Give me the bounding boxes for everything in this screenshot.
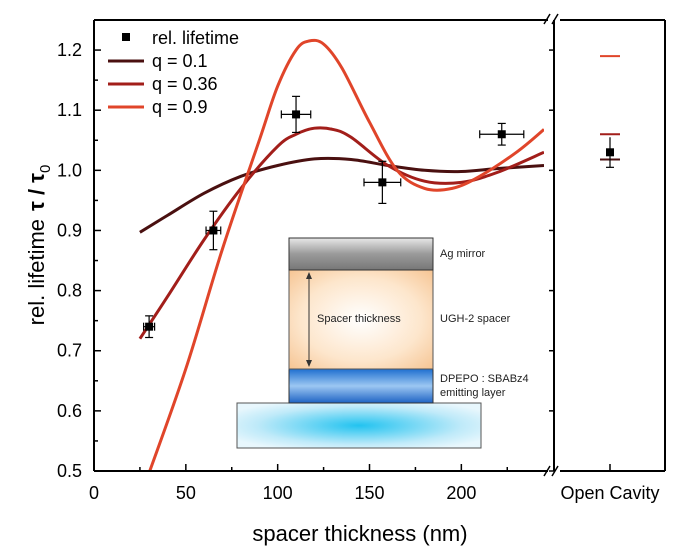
y-axis-title: rel. lifetime τ / τ0 (24, 165, 54, 326)
device-schematic-inset: Spacer thickness Ag mirror UGH-2 spacer … (236, 237, 529, 449)
y-tick-label-5: 1.0 (57, 160, 82, 180)
y-axis-title-tau: τ / τ (24, 173, 49, 211)
axis-ticks: 0 50 100 150 200 0.5 0.6 0.7 0.8 0.9 1.0 1.1 1.2 (57, 40, 611, 503)
inset-emit-label-1: DPEPO : SBABz4 (440, 373, 529, 385)
inset-emit-label-2: emitting layer (440, 387, 506, 399)
thickness-arrow-head-bottom (306, 360, 312, 367)
data-point-4 (497, 130, 506, 139)
x-tick-open-cavity: Open Cavity (560, 483, 659, 503)
axis-break-mark-top-1 (543, 13, 551, 25)
curve-series-2 (148, 38, 544, 471)
curve-series-1 (138, 126, 544, 340)
x-tick-label-0: 0 (89, 483, 99, 503)
axis-break-mark-top-2 (551, 13, 559, 25)
data-point-3 (378, 178, 387, 187)
x-tick-label-2: 100 (263, 483, 293, 503)
legend: rel. lifetime q = 0.1 q = 0.36 q = 0.9 (108, 28, 239, 117)
emitting-layer (288, 368, 434, 404)
y-tick-label-1: 0.6 (57, 401, 82, 421)
inset-ag-label: Ag mirror (440, 248, 486, 260)
legend-label-rel-lifetime: rel. lifetime (152, 28, 239, 48)
y-axis-title-sub: 0 (37, 165, 54, 173)
inset-thickness-label: Spacer thickness (317, 313, 401, 325)
open-cavity-point (606, 148, 614, 157)
legend-marker-rel-lifetime (122, 33, 130, 41)
legend-label-1: q = 0.36 (152, 74, 218, 94)
data-point-1 (209, 226, 218, 235)
y-tick-label-2: 0.7 (57, 341, 82, 361)
x-tick-label-4: 200 (446, 483, 476, 503)
y-tick-label-6: 1.1 (57, 100, 82, 120)
inset-spacer-label: UGH-2 spacer (440, 313, 511, 325)
thickness-arrow-head-top (306, 272, 312, 279)
y-tick-label-3: 0.8 (57, 281, 82, 301)
x-tick-label-3: 150 (354, 483, 384, 503)
axis-break-mark-bottom-2 (551, 465, 559, 477)
y-tick-label-0: 0.5 (57, 461, 82, 481)
y-tick-label-4: 0.9 (57, 220, 82, 240)
axes-frame (93, 13, 666, 477)
glass-substrate (236, 402, 482, 449)
data-point-0 (145, 322, 154, 331)
y-axis-title-main: rel. lifetime (24, 219, 49, 325)
curve-series-0 (139, 156, 544, 234)
x-tick-label-1: 50 (176, 483, 196, 503)
data-point-2 (292, 110, 301, 119)
spacer-layer (288, 269, 434, 370)
legend-label-2: q = 0.9 (152, 97, 208, 117)
ag-mirror-layer (288, 237, 434, 271)
axis-break-mark-bottom-1 (543, 465, 551, 477)
legend-label-0: q = 0.1 (152, 51, 208, 71)
x-axis-title: spacer thickness (nm) (252, 521, 467, 546)
y-tick-label-7: 1.2 (57, 40, 82, 60)
open-cavity-panel (600, 55, 620, 168)
measured-points (142, 95, 525, 339)
model-curves (138, 38, 544, 471)
